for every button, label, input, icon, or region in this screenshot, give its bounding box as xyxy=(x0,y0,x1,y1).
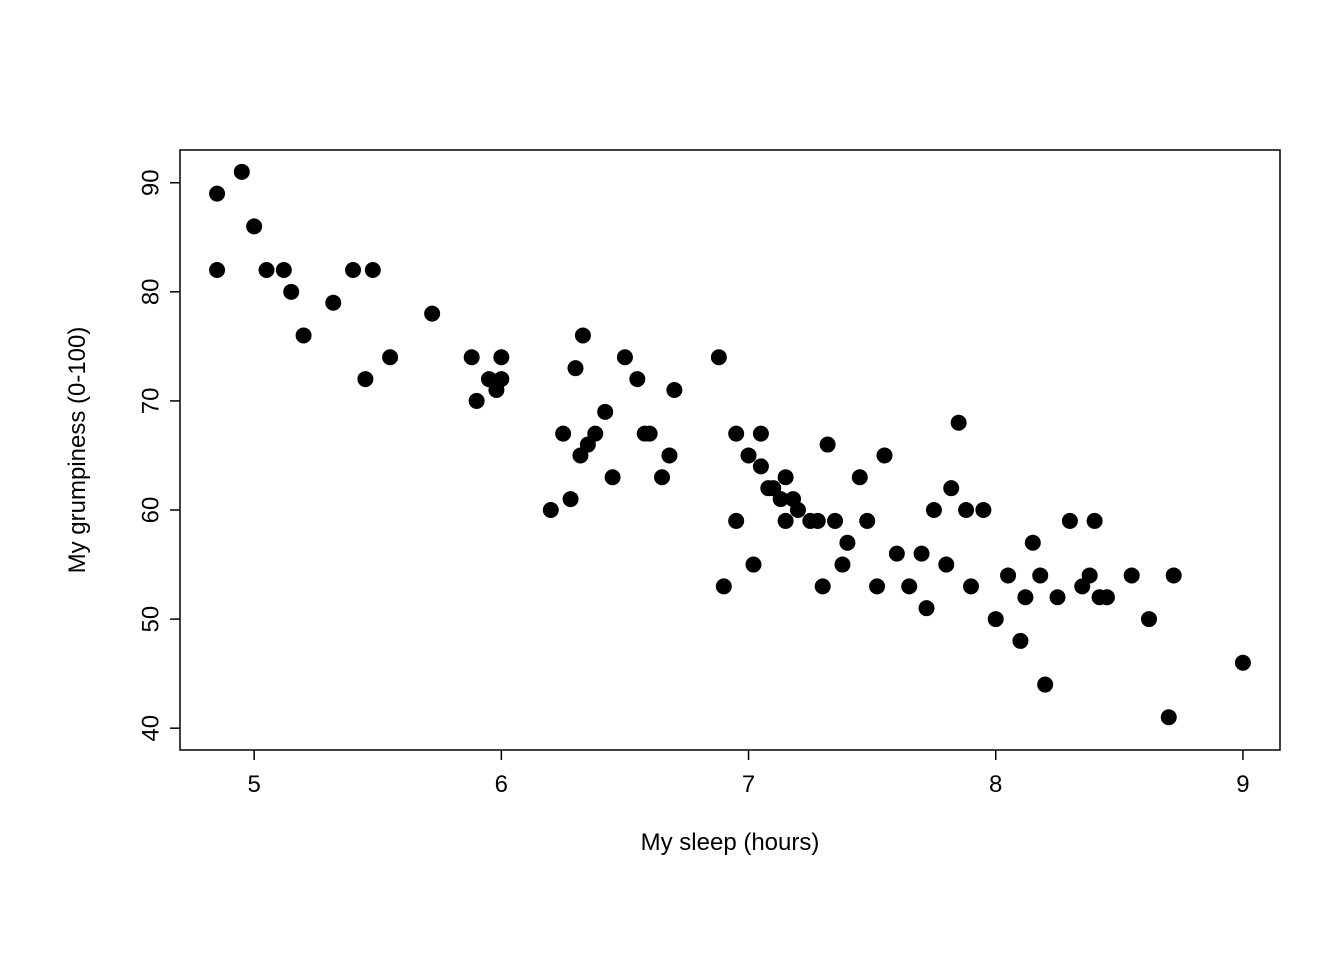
x-tick-label: 8 xyxy=(989,771,1002,798)
data-point xyxy=(563,491,579,507)
data-point xyxy=(919,600,935,616)
data-point xyxy=(276,262,292,278)
data-point xyxy=(839,535,855,551)
data-point xyxy=(1161,709,1177,725)
data-point xyxy=(963,578,979,594)
data-point xyxy=(728,426,744,442)
data-point xyxy=(469,393,485,409)
data-point xyxy=(209,186,225,202)
data-point xyxy=(283,284,299,300)
data-point xyxy=(597,404,613,420)
data-point xyxy=(543,502,559,518)
data-point xyxy=(666,382,682,398)
data-point xyxy=(711,349,727,365)
data-point xyxy=(661,447,677,463)
data-point xyxy=(1082,567,1098,583)
data-point xyxy=(424,306,440,322)
x-tick-label: 5 xyxy=(247,771,260,798)
data-point xyxy=(555,426,571,442)
data-point xyxy=(815,578,831,594)
data-point xyxy=(1166,567,1182,583)
data-point xyxy=(901,578,917,594)
data-point xyxy=(778,469,794,485)
data-point xyxy=(810,513,826,529)
x-tick-label: 7 xyxy=(742,771,755,798)
data-point xyxy=(209,262,225,278)
data-point xyxy=(745,557,761,573)
data-point xyxy=(753,426,769,442)
data-point xyxy=(943,480,959,496)
data-point xyxy=(859,513,875,529)
data-point xyxy=(1124,567,1140,583)
data-point xyxy=(629,371,645,387)
data-point xyxy=(852,469,868,485)
data-point xyxy=(869,578,885,594)
y-tick-label: 70 xyxy=(137,388,164,415)
data-point xyxy=(464,349,480,365)
y-tick-label: 90 xyxy=(137,169,164,196)
data-point xyxy=(820,437,836,453)
data-point xyxy=(938,557,954,573)
data-point xyxy=(1025,535,1041,551)
x-tick-label: 9 xyxy=(1236,771,1249,798)
data-point xyxy=(246,218,262,234)
y-tick-label: 50 xyxy=(137,606,164,633)
data-point xyxy=(234,164,250,180)
data-point xyxy=(958,502,974,518)
x-tick-label: 6 xyxy=(495,771,508,798)
data-point xyxy=(728,513,744,529)
data-point xyxy=(741,447,757,463)
data-point xyxy=(914,546,930,562)
data-point xyxy=(642,426,658,442)
data-point xyxy=(716,578,732,594)
data-point xyxy=(790,502,806,518)
x-axis-label: My sleep (hours) xyxy=(641,829,820,856)
data-point xyxy=(1012,633,1028,649)
data-point xyxy=(605,469,621,485)
data-point xyxy=(296,327,312,343)
data-point xyxy=(493,371,509,387)
scatter-chart: 5 6 7 8 9 40 50 60 70 80 90 My sleep (hours) My grum… xyxy=(0,0,1344,960)
data-point xyxy=(1050,589,1066,605)
data-point xyxy=(1141,611,1157,627)
data-point xyxy=(357,371,373,387)
data-point xyxy=(382,349,398,365)
data-point xyxy=(654,469,670,485)
y-tick-label: 60 xyxy=(137,497,164,524)
data-point xyxy=(1000,567,1016,583)
data-point xyxy=(345,262,361,278)
data-point xyxy=(1235,655,1251,671)
data-point xyxy=(876,447,892,463)
data-point xyxy=(1062,513,1078,529)
y-axis-label: My grumpiness (0-100) xyxy=(64,327,91,574)
data-point xyxy=(587,426,603,442)
data-point xyxy=(778,513,794,529)
data-point xyxy=(1037,677,1053,693)
data-point xyxy=(493,349,509,365)
data-point xyxy=(325,295,341,311)
data-point xyxy=(827,513,843,529)
data-point xyxy=(365,262,381,278)
data-point xyxy=(568,360,584,376)
data-point xyxy=(575,327,591,343)
data-point xyxy=(834,557,850,573)
data-point xyxy=(1032,567,1048,583)
data-point xyxy=(259,262,275,278)
data-point xyxy=(975,502,991,518)
data-point xyxy=(1087,513,1103,529)
y-tick-label: 80 xyxy=(137,278,164,305)
data-point xyxy=(617,349,633,365)
data-point xyxy=(889,546,905,562)
data-point xyxy=(926,502,942,518)
data-point xyxy=(988,611,1004,627)
data-point xyxy=(1017,589,1033,605)
y-tick-label: 40 xyxy=(137,715,164,742)
data-point xyxy=(951,415,967,431)
data-point xyxy=(753,458,769,474)
plot-border xyxy=(180,150,1280,750)
data-point xyxy=(1099,589,1115,605)
